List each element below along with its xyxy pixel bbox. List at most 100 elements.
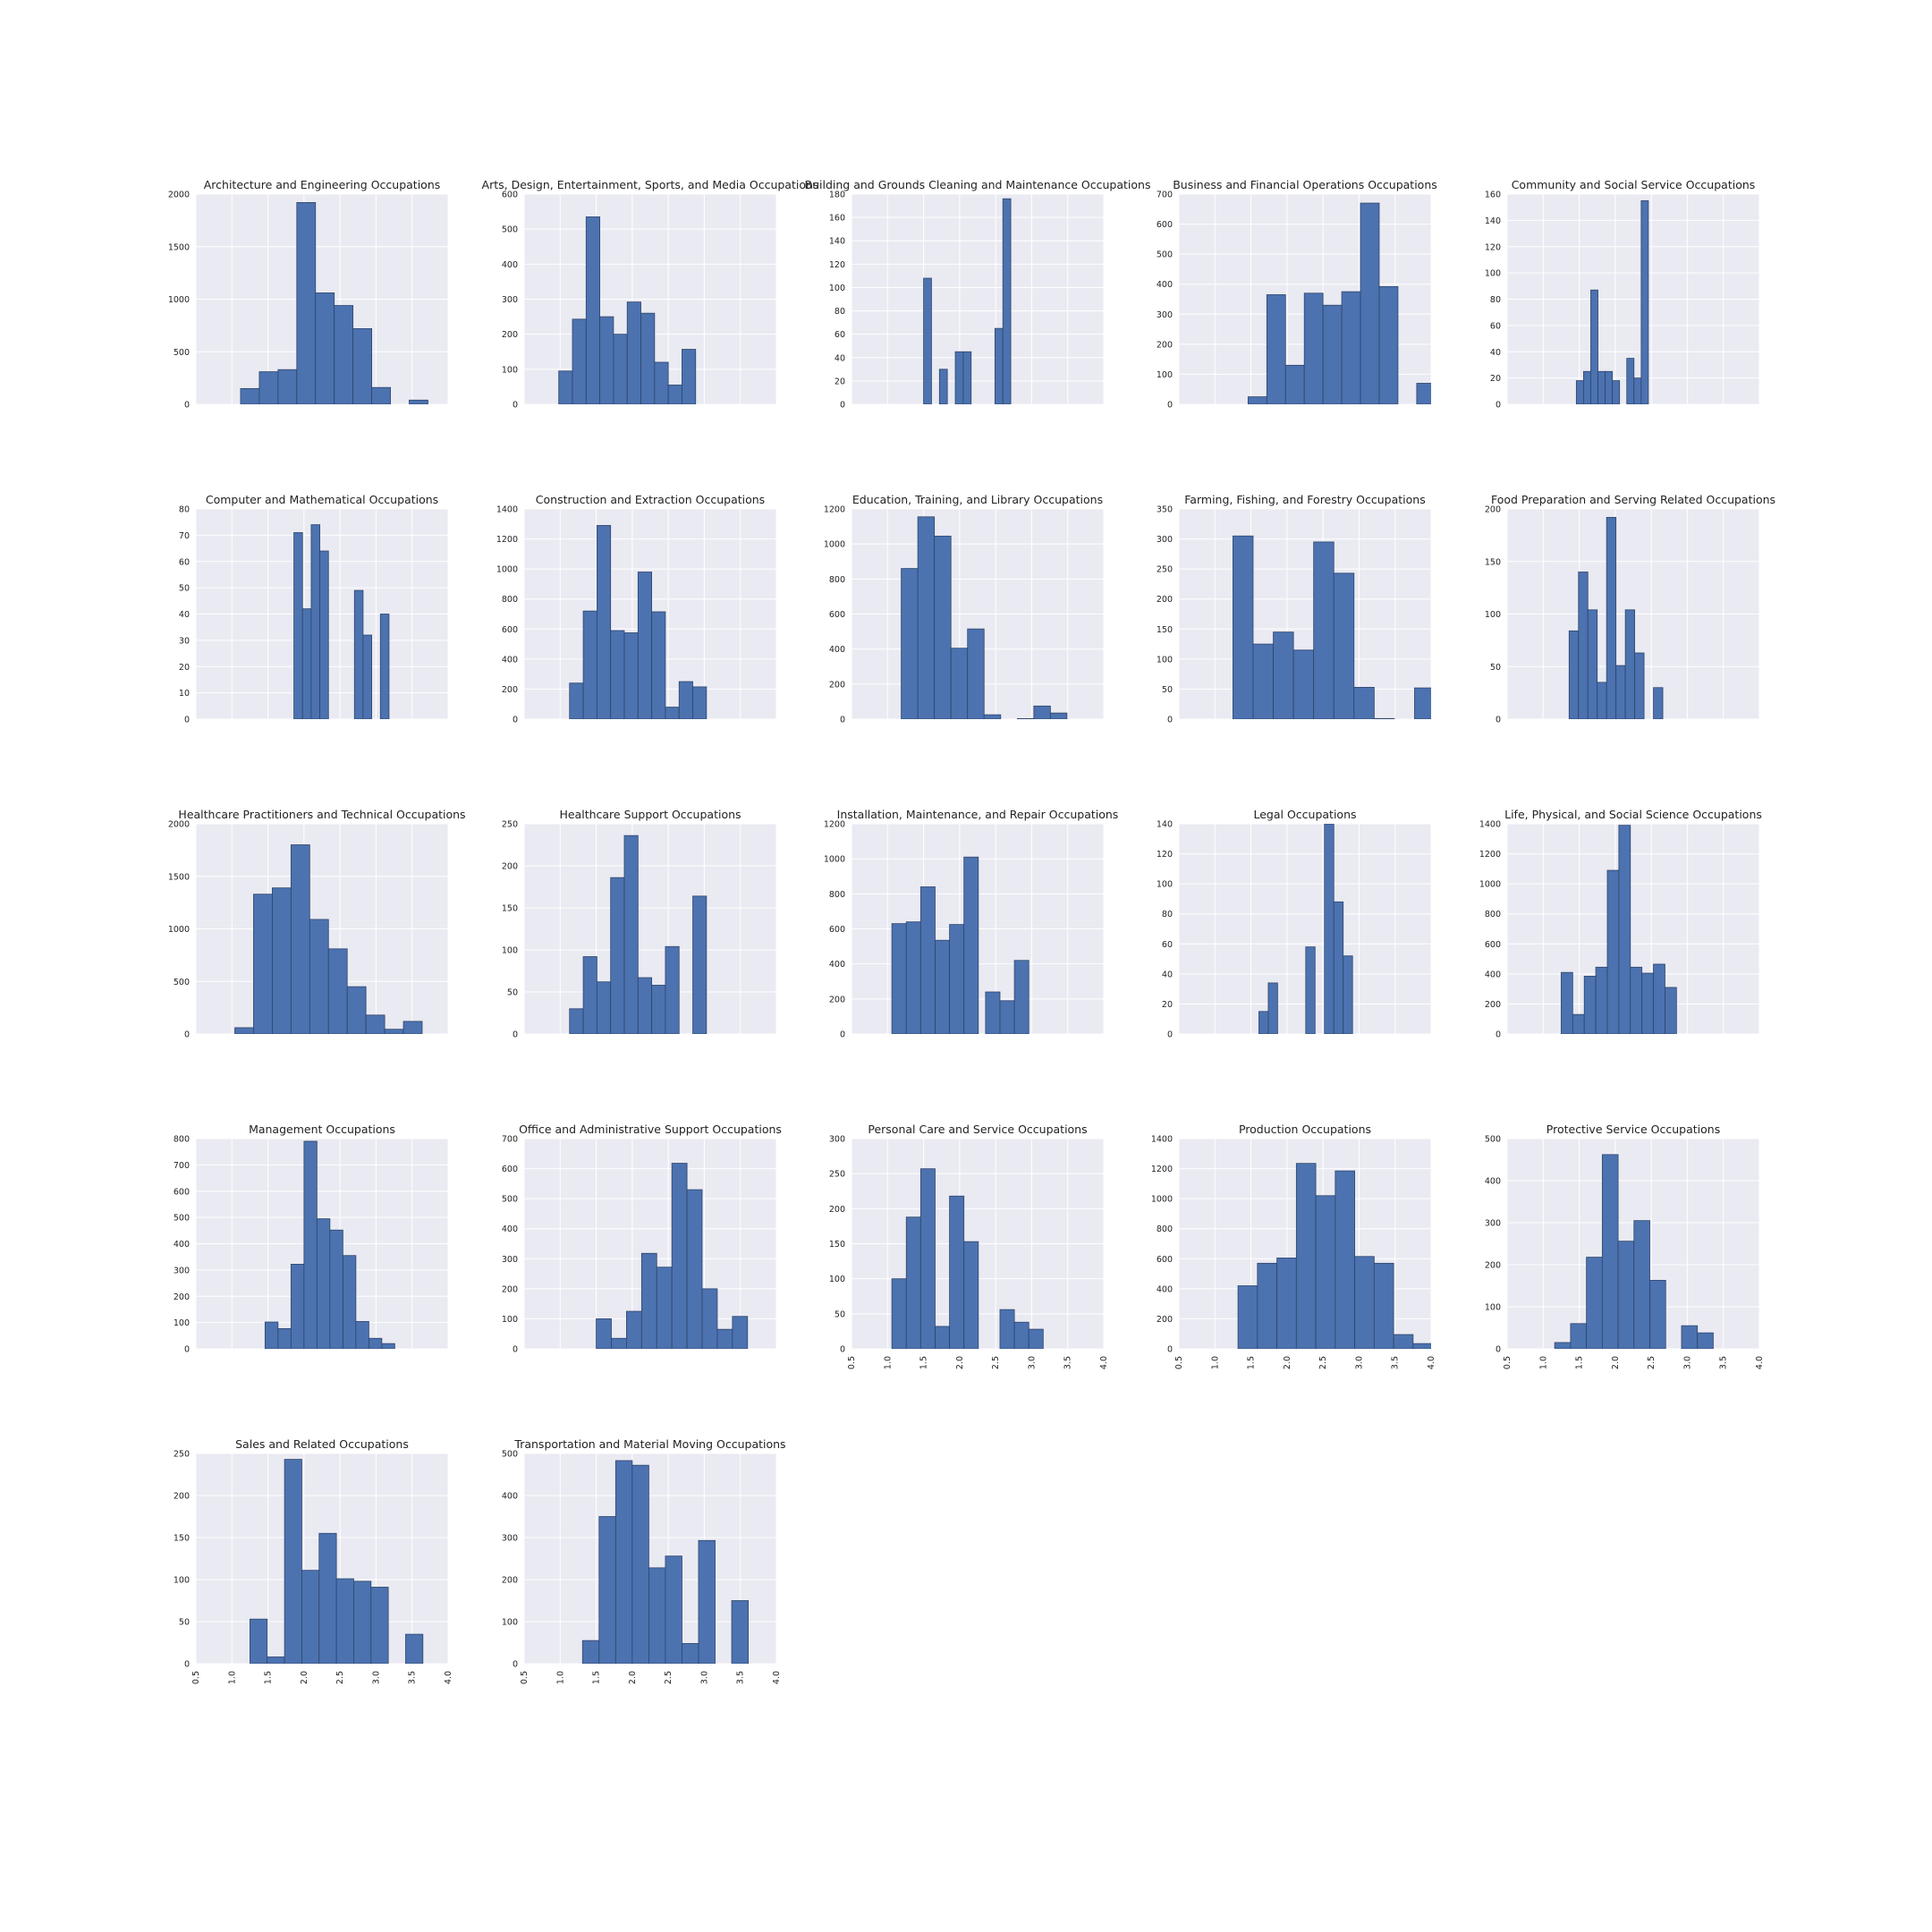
y-tick-label: 50 [179,584,190,594]
histogram-bar [334,305,354,404]
x-tick-label: 3.5 [1391,1356,1401,1369]
y-tick-label: 1000 [824,855,845,865]
panel-title: Food Preparation and Serving Related Occ… [1491,493,1775,506]
histogram-bar [654,361,669,404]
y-tick-label: 250 [1157,565,1173,575]
histogram-bar [994,327,1004,404]
y-tick-label: 40 [179,610,190,620]
y-tick-label: 700 [502,1135,518,1145]
y-tick-label: 600 [829,610,845,620]
histogram-panel: Community and Social Service Occupations… [1485,178,1760,411]
histogram-bar [1013,960,1030,1034]
y-tick-label: 200 [502,862,518,872]
histogram-bar [1266,294,1286,404]
histogram-bar [1595,966,1608,1034]
histogram-bars [240,201,428,404]
y-tick-label: 140 [829,237,845,247]
y-tick-label: 0 [840,401,845,411]
x-tick-label: 2.0 [628,1671,638,1684]
y-tick-label: 100 [502,946,518,956]
histogram-bar [1412,1343,1431,1349]
x-tick-label: 0.5 [847,1356,857,1369]
histogram-bars [558,216,697,404]
histogram-bar [1416,383,1431,404]
histogram-bar [381,1343,395,1349]
histogram-bar [1606,517,1617,719]
y-tick-label: 800 [1157,1224,1173,1234]
histogram-bar [1322,304,1343,404]
histogram-bar [582,610,597,719]
y-tick-label: 1200 [496,535,518,545]
y-tick-label: 800 [829,575,845,585]
histogram-bar [1033,705,1051,719]
histogram-bar [1252,643,1274,719]
histogram-bar [1016,718,1035,719]
histogram-bar [1373,717,1395,719]
y-tick-label: 600 [502,1165,518,1174]
panel-title: Building and Grounds Cleaning and Mainte… [805,178,1151,191]
histogram-bar [1373,1262,1394,1349]
x-tick-label: 0.5 [1503,1356,1513,1369]
histogram-bar [631,1464,649,1664]
histogram-bar [983,714,1002,719]
histogram-panel: Installation, Maintenance, and Repair Oc… [824,808,1119,1040]
y-tick-label: 0 [840,1030,845,1040]
histogram-bar [1653,687,1664,719]
histogram-bar [362,634,372,719]
histogram-bars [250,1459,424,1664]
histogram-bar [963,1241,979,1349]
histogram-panel: Production Occupations 0 200 400 600 800 1000 1… [1151,1123,1436,1369]
histogram-bar [596,1318,612,1349]
histogram-bar [253,894,273,1034]
histogram-bar [1335,1170,1355,1349]
y-tick-label: 100 [829,1275,845,1284]
y-tick-label: 0 [513,401,518,411]
y-tick-label: 400 [1485,1177,1501,1187]
y-tick-label: 300 [829,1135,845,1145]
histogram-bar [611,1337,627,1349]
histogram-bar [319,550,329,719]
histogram-bar [637,977,653,1034]
x-tick-label: 2.0 [1283,1356,1292,1369]
y-tick-label: 150 [502,904,518,914]
y-tick-label: 0 [513,1030,518,1040]
y-tick-label: 400 [502,260,518,270]
y-tick-label: 0 [184,716,190,725]
y-tick-label: 0 [1167,1030,1173,1040]
y-tick-label: 1500 [168,242,190,252]
histogram-bar [582,956,597,1034]
y-tick-label: 80 [179,505,190,515]
histogram-bar [1284,364,1305,404]
panel-title: Education, Training, and Library Occupat… [852,493,1103,506]
histogram-bars [264,1140,395,1349]
histogram-bar [379,614,390,719]
y-tick-label: 100 [174,1318,190,1328]
histogram-bar [938,369,948,404]
histogram-bar [1665,987,1677,1034]
x-tick-label: 4.0 [1427,1356,1436,1369]
histogram-panel: Construction and Extraction Occupations 0… [496,493,777,725]
y-tick-label: 600 [1157,220,1173,230]
y-tick-label: 200 [1157,595,1173,605]
histogram-bar [985,991,1001,1034]
y-tick-label: 50 [1162,685,1173,695]
histogram-bar [935,939,950,1034]
y-tick-label: 100 [1157,370,1173,380]
histogram-bar [954,351,964,404]
histogram-bar [1013,1321,1030,1349]
histogram-bar [1640,199,1649,404]
x-tick-label: 3.0 [1354,1356,1364,1369]
y-tick-label: 200 [1485,1261,1501,1271]
histogram-bar [640,312,656,404]
histogram-bar [665,1555,682,1664]
y-tick-label: 500 [1157,250,1173,260]
histogram-bar [1295,1163,1317,1349]
y-tick-label: 300 [502,295,518,305]
histogram-bar [264,1321,279,1349]
y-tick-label: 500 [502,1195,518,1205]
y-tick-label: 200 [174,1492,190,1502]
y-tick-label: 0 [1496,716,1501,725]
histogram-bar [1681,1325,1699,1349]
histogram-bar [1617,1241,1635,1349]
y-tick-label: 200 [829,680,845,690]
